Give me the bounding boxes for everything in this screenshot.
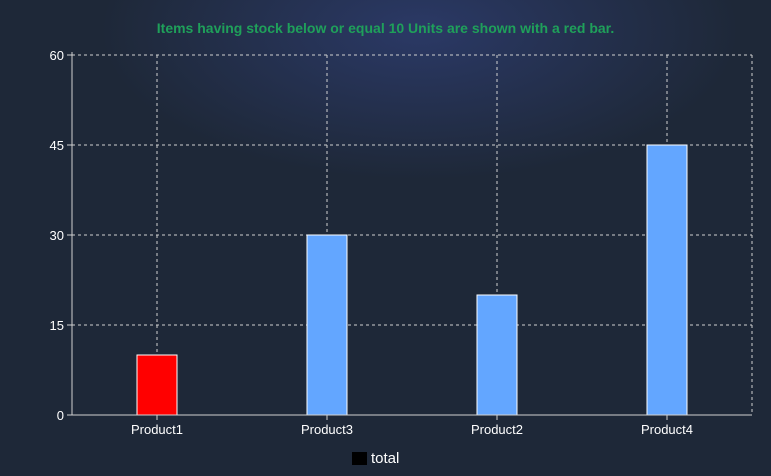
bar <box>136 354 178 416</box>
y-tick-label: 45 <box>50 138 64 153</box>
y-tick-label: 30 <box>50 228 64 243</box>
bar <box>646 144 688 416</box>
y-tick-label: 15 <box>50 318 64 333</box>
y-tick-label: 60 <box>50 48 64 63</box>
x-tick-label: Product4 <box>641 422 693 437</box>
legend-label: total <box>371 450 400 467</box>
legend[interactable]: total <box>352 450 399 467</box>
bar <box>476 294 518 416</box>
x-tick-label: Product1 <box>131 422 183 437</box>
bar <box>306 234 348 416</box>
x-tick-label: Product3 <box>301 422 353 437</box>
y-tick-label: 0 <box>57 408 64 423</box>
x-tick-label: Product2 <box>471 422 523 437</box>
legend-swatch <box>352 452 367 465</box>
chart-title: Items having stock below or equal 10 Uni… <box>156 20 615 36</box>
